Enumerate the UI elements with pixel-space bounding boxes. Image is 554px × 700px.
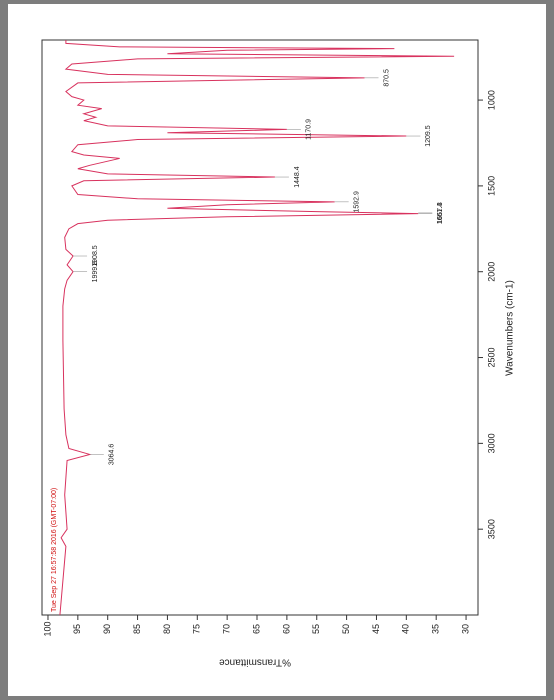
x-tick-label: 1500 [486,176,496,196]
y-tick-label: 100 [42,621,52,636]
y-tick-label: 50 [341,624,351,634]
paper [8,4,546,696]
y-tick-label: 55 [311,624,321,634]
peak-label: 870.5 [383,69,390,87]
x-tick-label: 1000 [486,90,496,110]
y-tick-label: 60 [281,624,291,634]
peak-label: 1999.8 [92,261,99,283]
y-tick-label: 95 [72,624,82,634]
y-tick-label: 45 [371,624,381,634]
y-tick-label: 80 [162,624,172,634]
x-tick-label: 2000 [486,262,496,282]
peak-label: 1209.5 [425,125,432,147]
peak-label: 1657.3 [437,202,444,224]
y-tick-label: 70 [222,624,232,634]
peak-label: 3064.6 [109,444,116,466]
plot-frame [41,39,479,616]
peak-label: 1592.9 [354,191,361,213]
x-tick-label: 2500 [486,348,496,368]
y-tick-label: 40 [401,624,411,634]
y-tick-label: 75 [192,624,202,634]
spectrum-line [59,40,455,616]
timestamp: Tue Sep 27 16:57:58 2016 (GMT-07:00) [51,488,58,612]
y-tick-label: 65 [251,624,261,634]
peak-label: 1170.9 [306,119,313,140]
y-tick-label: 85 [132,624,142,634]
peak-label: 1448.4 [294,166,301,188]
x-tick-label: 3000 [486,433,496,453]
peak-label: 1661.4 [437,203,444,225]
y-tick-label: 35 [431,624,441,634]
x-tick-label: 3500 [486,519,496,539]
y-axis-title: %Transmittance [219,656,291,667]
x-axis-title: Wavenumbers (cm-1) [505,280,516,376]
y-tick-label: 30 [460,624,470,634]
y-tick-label: 90 [102,624,112,634]
peak-label: 1908.5 [92,245,99,267]
